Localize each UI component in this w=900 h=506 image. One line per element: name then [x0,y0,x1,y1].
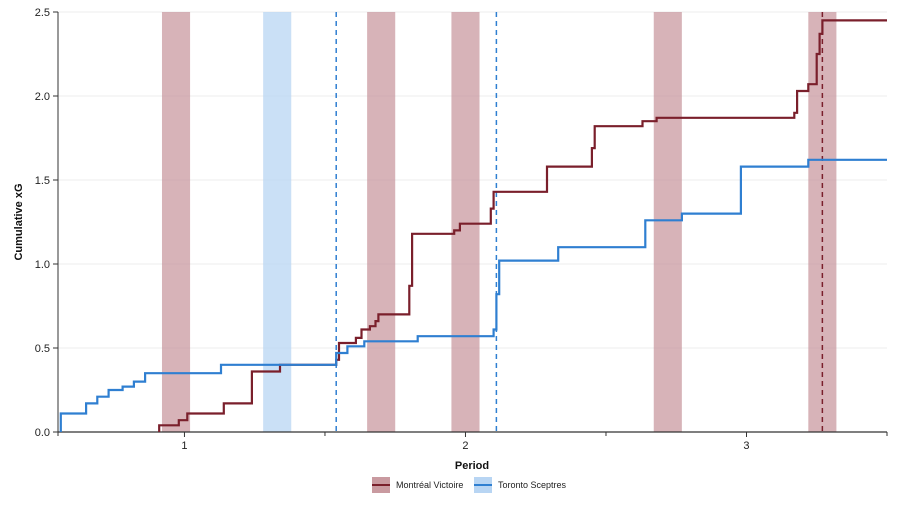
y-tick-label: 1.5 [35,175,50,187]
y-tick-label: 1.0 [35,259,50,271]
legend: Montréal Victoire Toronto Sceptres [372,477,567,493]
shaded-band [161,12,191,432]
legend-item-montreal[interactable]: Montréal Victoire [372,477,463,493]
shaded-band [263,12,292,432]
y-tick-label: 2.0 [35,91,50,103]
y-axis-title: Cumulative xG [13,183,25,260]
series-line-toronto [59,158,887,432]
penalty-bands [161,12,837,432]
shaded-band [653,12,682,432]
y-tick-label: 0.0 [35,427,50,439]
legend-item-toronto[interactable]: Toronto Sceptres [474,477,567,493]
series-lines [59,19,887,432]
shaded-band [451,12,480,432]
x-tick-label: 2 [462,440,468,452]
x-tick-label: 3 [743,440,749,452]
x-tick-label: 1 [181,440,187,452]
y-tick-label: 2.5 [35,7,50,19]
x-axis-title: Period [455,460,489,472]
series-line-montreal [158,19,887,432]
goal-lines [335,12,824,432]
shaded-band [367,12,396,432]
y-tick-label: 0.5 [35,343,50,355]
legend-label-montreal: Montréal Victoire [396,480,463,490]
legend-label-toronto: Toronto Sceptres [498,480,567,490]
axes: 0.0 0.5 1.0 1.5 2.0 2.5 1 2 3 [35,7,888,452]
